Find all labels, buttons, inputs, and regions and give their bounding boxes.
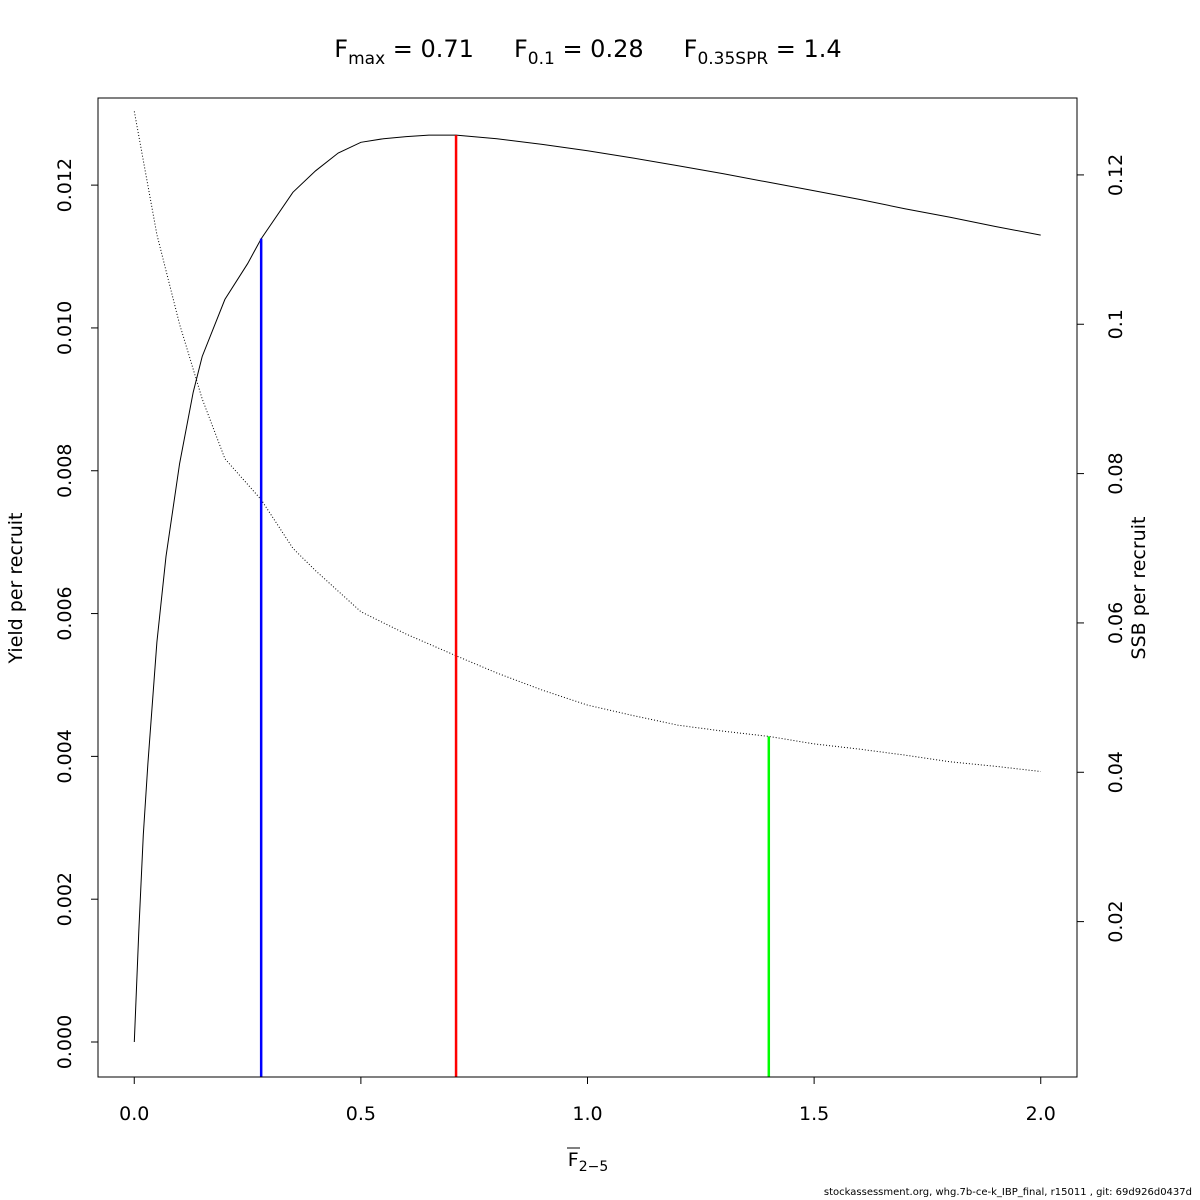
title-subscript: 0.1: [528, 49, 555, 69]
y-left-tick-label: 0.006: [54, 586, 76, 640]
y-left-tick-label: 0.008: [54, 444, 76, 498]
x-label-symbol: F: [568, 1149, 579, 1171]
y-left-tick-label: 0.004: [54, 729, 76, 783]
x-tick-label: 0.5: [346, 1103, 376, 1125]
title-symbol: F: [684, 35, 698, 63]
x-tick-label: 1.5: [799, 1103, 829, 1125]
title-value: = 1.4: [768, 35, 842, 63]
x-tick-label: 1.0: [572, 1103, 602, 1125]
title-symbol: F: [334, 35, 348, 63]
y-left-tick-label: 0.012: [54, 158, 76, 212]
reference-lines: [259, 135, 771, 1077]
plot-frame: [97, 97, 1078, 1078]
y-right-tick-label: 0.08: [1105, 452, 1127, 494]
y-axis-right-label: SSB per recruit: [1128, 517, 1150, 660]
y-axis-left-label: Yield per recruit: [5, 513, 27, 665]
y-right-tick-label: 0.12: [1105, 154, 1127, 196]
x-label-subscript: 2−5: [579, 1159, 609, 1175]
footer-credit: stockassessment.org, whg.7b-ce-k_IBP_fin…: [823, 1187, 1192, 1198]
series-group: [133, 111, 1041, 1043]
y-left-tick-label: 0.000: [54, 1015, 76, 1069]
y-right-tick-label: 0.06: [1105, 602, 1127, 644]
title-subscript: 0.35SPR: [697, 49, 768, 69]
series-line-spr: [133, 111, 1041, 772]
x-tick-label: 2.0: [1026, 1103, 1056, 1125]
chart-title: Fmax = 0.71 F0.1 = 0.28 F0.35SPR = 1.4: [334, 35, 841, 69]
x-tick-label: 0.0: [119, 1103, 149, 1125]
chart-title-text: Fmax = 0.71 F0.1 = 0.28 F0.35SPR = 1.4: [334, 35, 841, 69]
y-right-tick-label: 0.1: [1105, 309, 1127, 339]
y-left-tick-label: 0.002: [54, 872, 76, 926]
title-subscript: max: [348, 49, 385, 69]
series-line-ypr: [133, 134, 1041, 1043]
y-right-tick-label: 0.02: [1105, 900, 1127, 942]
y-right-tick-label: 0.04: [1105, 751, 1127, 793]
title-value: = 0.28: [555, 35, 644, 63]
title-value: = 0.71: [385, 35, 474, 63]
y-axis-left: 0.000 0.002 0.004 0.006 0.008 0.010 0.012: [54, 158, 99, 1069]
y-left-tick-label: 0.010: [54, 301, 76, 355]
x-axis-label: F2−5: [567, 1147, 608, 1175]
x-axis-label-text: F2−5: [568, 1149, 608, 1175]
x-axis: 0.0 0.5 1.0 1.5 2.0: [119, 1076, 1056, 1125]
y-axis-right: 0.02 0.04 0.06 0.08 0.1 0.12: [1076, 154, 1127, 943]
title-symbol: F: [514, 35, 528, 63]
